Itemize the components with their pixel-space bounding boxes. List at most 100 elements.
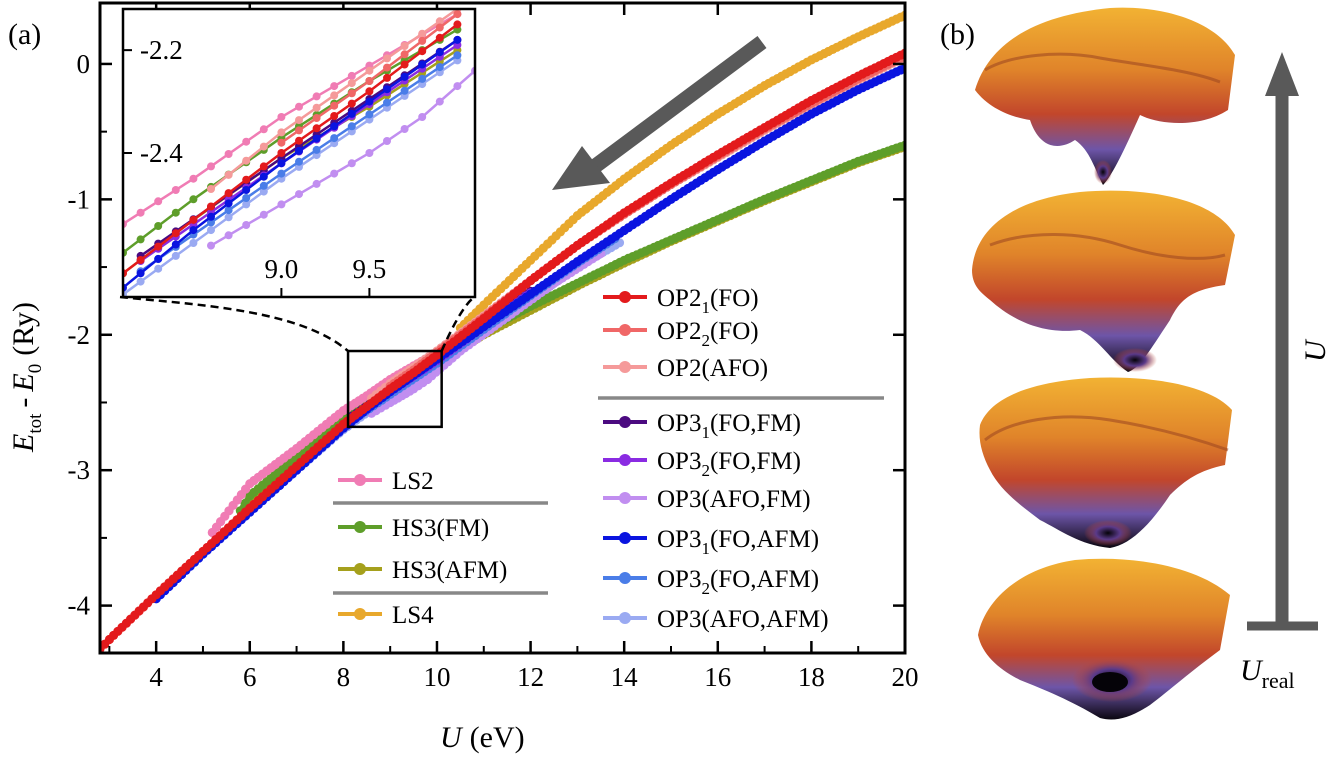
inset-point: [295, 136, 303, 145]
legend-label: LS4: [392, 602, 434, 629]
x-tick-label: 8: [337, 662, 351, 692]
inset-point: [259, 187, 268, 196]
inset-point: [171, 229, 180, 238]
inset-point: [418, 47, 427, 56]
inset-series-OP2_1FO: [101, 20, 462, 291]
inset-point: [330, 82, 339, 91]
inset-y-tick-label: -2.4: [140, 138, 183, 168]
inset-series-OP2_2FO: [277, 10, 462, 147]
inset-point: [295, 146, 303, 155]
inset-point: [435, 63, 444, 72]
y-tick-label: -1: [68, 184, 91, 214]
inset-point: [101, 231, 109, 239]
inset-point: [418, 60, 427, 69]
legend-label: OP31(FO,FM): [657, 410, 801, 442]
inset-x-tick-label: 9.0: [265, 254, 299, 284]
legend-label: OP32(FO,AFM): [657, 566, 819, 598]
direction-arrow: [552, 35, 767, 190]
surface-4-body: [978, 558, 1230, 720]
inset-point: [277, 200, 286, 209]
legend-item-OP3AFOAFM: OP3(AFO,AFM): [603, 606, 829, 633]
inset-y-tick-label: -2.2: [140, 35, 183, 65]
legend-item-OP3_1FOAFM: OP31(FO,AFM): [603, 526, 819, 558]
inset-point: [383, 73, 391, 82]
legend-item-OP3_2FOAFM: OP32(FO,AFM): [603, 566, 819, 598]
inset-point: [277, 128, 286, 137]
inset-point: [312, 114, 321, 122]
inset-x-tick-label: 9.5: [353, 254, 387, 284]
inset-point: [400, 60, 409, 69]
legend-item-HS3AFM: HS3(AFM): [338, 557, 507, 584]
inset-point: [365, 77, 374, 85]
legend-label: OP31(FO,AFM): [657, 526, 819, 558]
inset-point: [330, 91, 339, 100]
inset-point: [312, 179, 321, 188]
inset-point: [101, 283, 109, 291]
legend-marker: [619, 612, 631, 624]
inset-point: [347, 89, 356, 98]
inset-point: [154, 222, 163, 230]
surface-1-well: [1094, 160, 1112, 184]
inset-point: [435, 17, 444, 26]
inset-point: [435, 97, 444, 106]
inset-series-OP3AFOFM: [207, 36, 514, 250]
surface-1-ridge: [984, 52, 1221, 84]
inset-point: [347, 79, 356, 88]
inset-point: [312, 124, 321, 133]
panel-a-label: (a): [8, 18, 41, 51]
inset-point: [101, 283, 109, 291]
inset-point: [242, 221, 251, 229]
inset-point: [383, 54, 391, 63]
inset-point: [189, 215, 198, 224]
legend-right: OP21(FO)OP22(FO) OP2(AFO) OP31(FO,FM) OP32(…: [598, 285, 884, 633]
u-arrow-head: [1265, 52, 1299, 96]
inset-point: [207, 202, 215, 211]
legend-label: LS2: [392, 468, 434, 495]
inset-point: [312, 134, 321, 143]
inset-point: [171, 186, 180, 194]
x-tick-label: 6: [243, 662, 257, 692]
inset-point: [259, 142, 268, 151]
inset-point: [365, 149, 374, 157]
inset-point: [207, 218, 215, 227]
legend-item-OP2_1FO: OP21(FO): [603, 285, 759, 317]
x-tick-label: 16: [704, 662, 731, 692]
inset-point: [453, 35, 462, 44]
legend-label: OP2(AFO): [657, 355, 768, 382]
u-axis-label: U: [1299, 338, 1332, 362]
inset-point: [506, 36, 514, 44]
series-OP2_1FO: [100, 48, 905, 653]
inset-point: [224, 206, 233, 215]
inset-point: [383, 63, 391, 72]
energy-surface-2: [972, 190, 1235, 372]
inset-point: [330, 122, 339, 131]
inset-point: [312, 103, 321, 112]
inset-series-layer: [101, 9, 514, 297]
inset-point: [207, 185, 215, 193]
inset-point: [453, 10, 462, 19]
inset-point: [295, 157, 303, 166]
legend-marker: [619, 492, 631, 504]
inset-point: [295, 116, 303, 125]
inset-point: [347, 159, 356, 168]
inset-point: [224, 231, 233, 240]
inset-point: [224, 199, 233, 208]
inset-point: [418, 29, 427, 38]
legend-marker: [619, 416, 631, 428]
legend-marker: [619, 291, 631, 303]
legend-marker: [354, 474, 366, 486]
inset-point: [383, 85, 391, 94]
legend-item-HS3FM: HS3(FM): [338, 515, 489, 542]
inset-point: [224, 213, 233, 222]
inset-point: [136, 208, 145, 217]
surface-2-well: [1113, 348, 1157, 372]
inset-point: [224, 170, 233, 179]
energy-surface-3: [979, 377, 1232, 548]
svg-text:Etot-E0(Ry): Etot-E0(Ry): [7, 302, 46, 453]
legend-label: OP21(FO): [657, 285, 759, 317]
legend-item-OP3_1FOFM: OP31(FO,FM): [603, 410, 801, 442]
panel-b: U Ureal: [972, 7, 1332, 720]
y-tick-label: 0: [77, 49, 91, 79]
legend-label: OP3(AFO,FM): [657, 486, 811, 513]
main-plot: 4 6 8 10 12 14 16 18 20 0 -1 -2 -3 -4: [68, 1, 919, 692]
